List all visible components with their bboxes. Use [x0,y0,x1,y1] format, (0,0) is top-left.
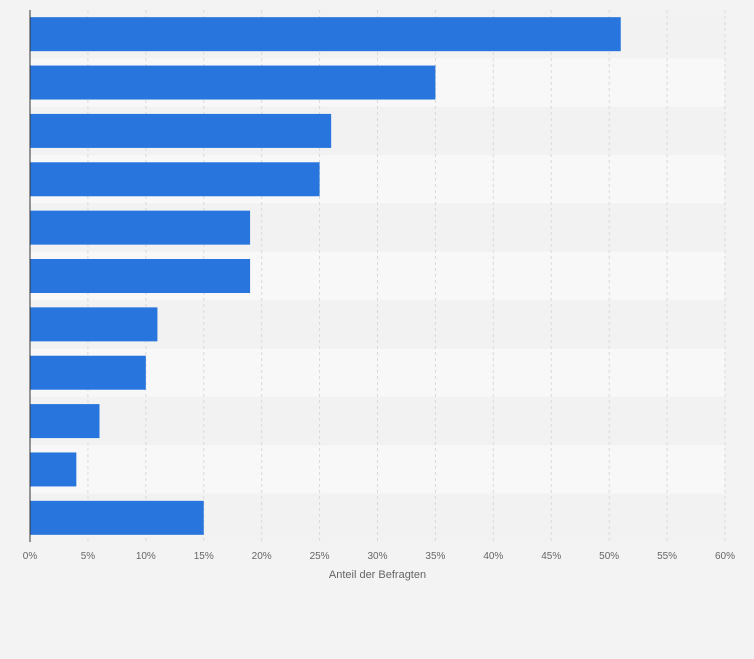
x-tick-label: 0% [23,551,38,562]
x-tick-label: 45% [541,551,561,562]
bar[interactable] [30,17,621,52]
x-tick-label: 30% [367,551,387,562]
x-tick-label: 55% [657,551,677,562]
bar[interactable] [30,500,204,535]
bar[interactable] [30,307,158,342]
x-tick-label: 50% [599,551,619,562]
bars [30,17,621,535]
x-tick-label: 15% [194,551,214,562]
bar[interactable] [30,404,100,439]
bar[interactable] [30,210,251,245]
bar[interactable] [30,162,320,197]
x-axis-title: Anteil der Befragten [329,569,426,581]
x-tick-label: 40% [483,551,503,562]
x-tick-label: 5% [81,551,96,562]
x-tick-label: 60% [715,551,735,562]
x-tick-label: 25% [310,551,330,562]
bar[interactable] [30,259,251,293]
bar[interactable] [30,65,436,100]
bar[interactable] [30,355,146,390]
x-tick-label: 20% [252,551,272,562]
bar[interactable] [30,113,332,148]
x-tick-labels: 0% 5% 10% 15% 20% 25% 30% 35% 40% 45% 50% 55% 60% [23,551,735,562]
bar[interactable] [30,452,77,487]
x-tick-label: 10% [136,551,156,562]
x-tick-label: 35% [425,551,445,562]
